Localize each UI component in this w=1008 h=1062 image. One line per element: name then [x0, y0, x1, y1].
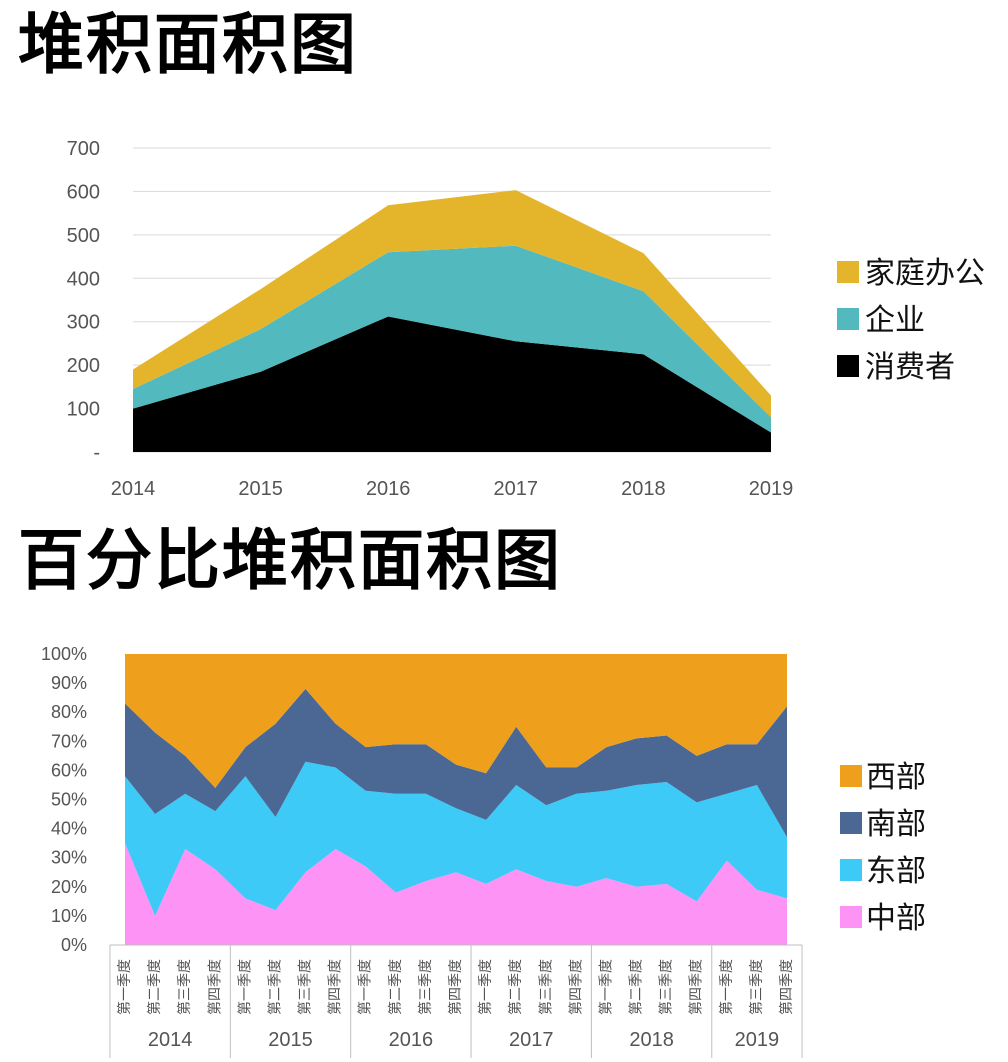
quarter-label: 第二季度: [387, 959, 404, 1015]
x-tick-label: 2019: [749, 478, 794, 500]
legend-swatch: [840, 859, 862, 881]
quarter-label: 第二季度: [628, 959, 645, 1015]
legend-label: 中部: [866, 901, 926, 936]
area-series-中部: [125, 843, 787, 945]
y-tick-label: 100: [67, 399, 100, 421]
y-tick-label: 20%: [51, 877, 87, 897]
year-label: 2019: [735, 1029, 780, 1051]
legend-swatch: [840, 906, 862, 928]
legend-label: 家庭办公: [865, 256, 985, 291]
y-tick-label: 30%: [51, 848, 87, 868]
area-series-家庭办公: [133, 190, 771, 418]
y-tick-label: 700: [67, 138, 100, 160]
stacked-area-chart: - 100 200 300 400 500 600 700 2014 2015 2016 2017 20…: [67, 138, 985, 500]
quarter-label: 第四季度: [778, 959, 795, 1015]
x-tick-label: 2017: [494, 478, 539, 500]
year-label: 2016: [389, 1029, 434, 1051]
area-series-东部: [125, 761, 787, 916]
legend-label: 消费者: [865, 350, 955, 385]
quarter-label: 第四季度: [206, 959, 223, 1015]
y-tick-label: 80%: [51, 702, 87, 722]
x-tick-label: 2014: [111, 478, 156, 500]
y-tick-label: 600: [67, 181, 100, 203]
y-tick-label: 100%: [41, 644, 87, 664]
quarter-label: 第一季度: [477, 959, 494, 1015]
legend-swatch: [837, 261, 859, 283]
x-tick-label: 2018: [621, 478, 666, 500]
quarter-label: 第四季度: [567, 959, 584, 1015]
quarter-label: 第二季度: [146, 959, 163, 1015]
y-tick-label: 500: [67, 225, 100, 247]
year-label: 2018: [629, 1029, 674, 1051]
y-tick-label: 70%: [51, 731, 87, 751]
legend-label: 东部: [866, 854, 926, 889]
quarter-label: 第三季度: [748, 959, 765, 1015]
quarter-label: 第四季度: [447, 959, 464, 1015]
quarter-label: 第四季度: [688, 959, 705, 1015]
quarter-label: 第二季度: [507, 959, 524, 1015]
area-series-南部: [125, 688, 787, 838]
chart-title-stacked-area: 堆积面积图: [18, 6, 358, 83]
quarter-label: 第一季度: [357, 959, 374, 1015]
quarter-label: 第二季度: [267, 959, 284, 1015]
area-series-西部: [125, 654, 787, 788]
area-series-消费者: [133, 316, 771, 452]
legend-swatch: [840, 812, 862, 834]
year-label: 2015: [268, 1029, 313, 1051]
legend-label: 西部: [866, 760, 926, 795]
quarter-label: 第一季度: [116, 959, 133, 1015]
x-tick-label: 2015: [238, 478, 283, 500]
legend-swatch: [837, 355, 859, 377]
y-tick-label: 40%: [51, 819, 87, 839]
y-tick-label: 90%: [51, 673, 87, 693]
y-tick-label: 200: [67, 355, 100, 377]
legend-swatch: [837, 308, 859, 330]
quarter-label: 第一季度: [236, 959, 253, 1015]
legend-label: 企业: [865, 303, 925, 338]
y-tick-label: 10%: [51, 906, 87, 926]
year-label: 2017: [509, 1029, 554, 1051]
quarter-label: 第三季度: [176, 959, 193, 1015]
quarter-label: 第三季度: [658, 959, 675, 1015]
quarter-label: 第一季度: [598, 959, 615, 1015]
y-tick-label: 50%: [51, 790, 87, 810]
y-tick-label: -: [93, 442, 100, 464]
quarter-label: 第三季度: [297, 959, 314, 1015]
quarter-label: 第三季度: [537, 959, 554, 1015]
quarter-label: 第三季度: [417, 959, 434, 1015]
year-label: 2014: [148, 1029, 193, 1051]
quarter-label: 第四季度: [327, 959, 344, 1015]
legend-swatch: [840, 765, 862, 787]
y-tick-label: 400: [67, 268, 100, 290]
x-tick-label: 2016: [366, 478, 411, 500]
area-series-企业: [133, 245, 771, 433]
y-tick-label: 60%: [51, 760, 87, 780]
y-tick-label: 300: [67, 312, 100, 334]
chart-title-percent-stacked-area: 百分比堆积面积图: [18, 522, 562, 599]
y-tick-label: 0%: [61, 935, 87, 955]
legend-label: 南部: [866, 807, 926, 842]
quarter-label: 第一季度: [718, 959, 735, 1015]
